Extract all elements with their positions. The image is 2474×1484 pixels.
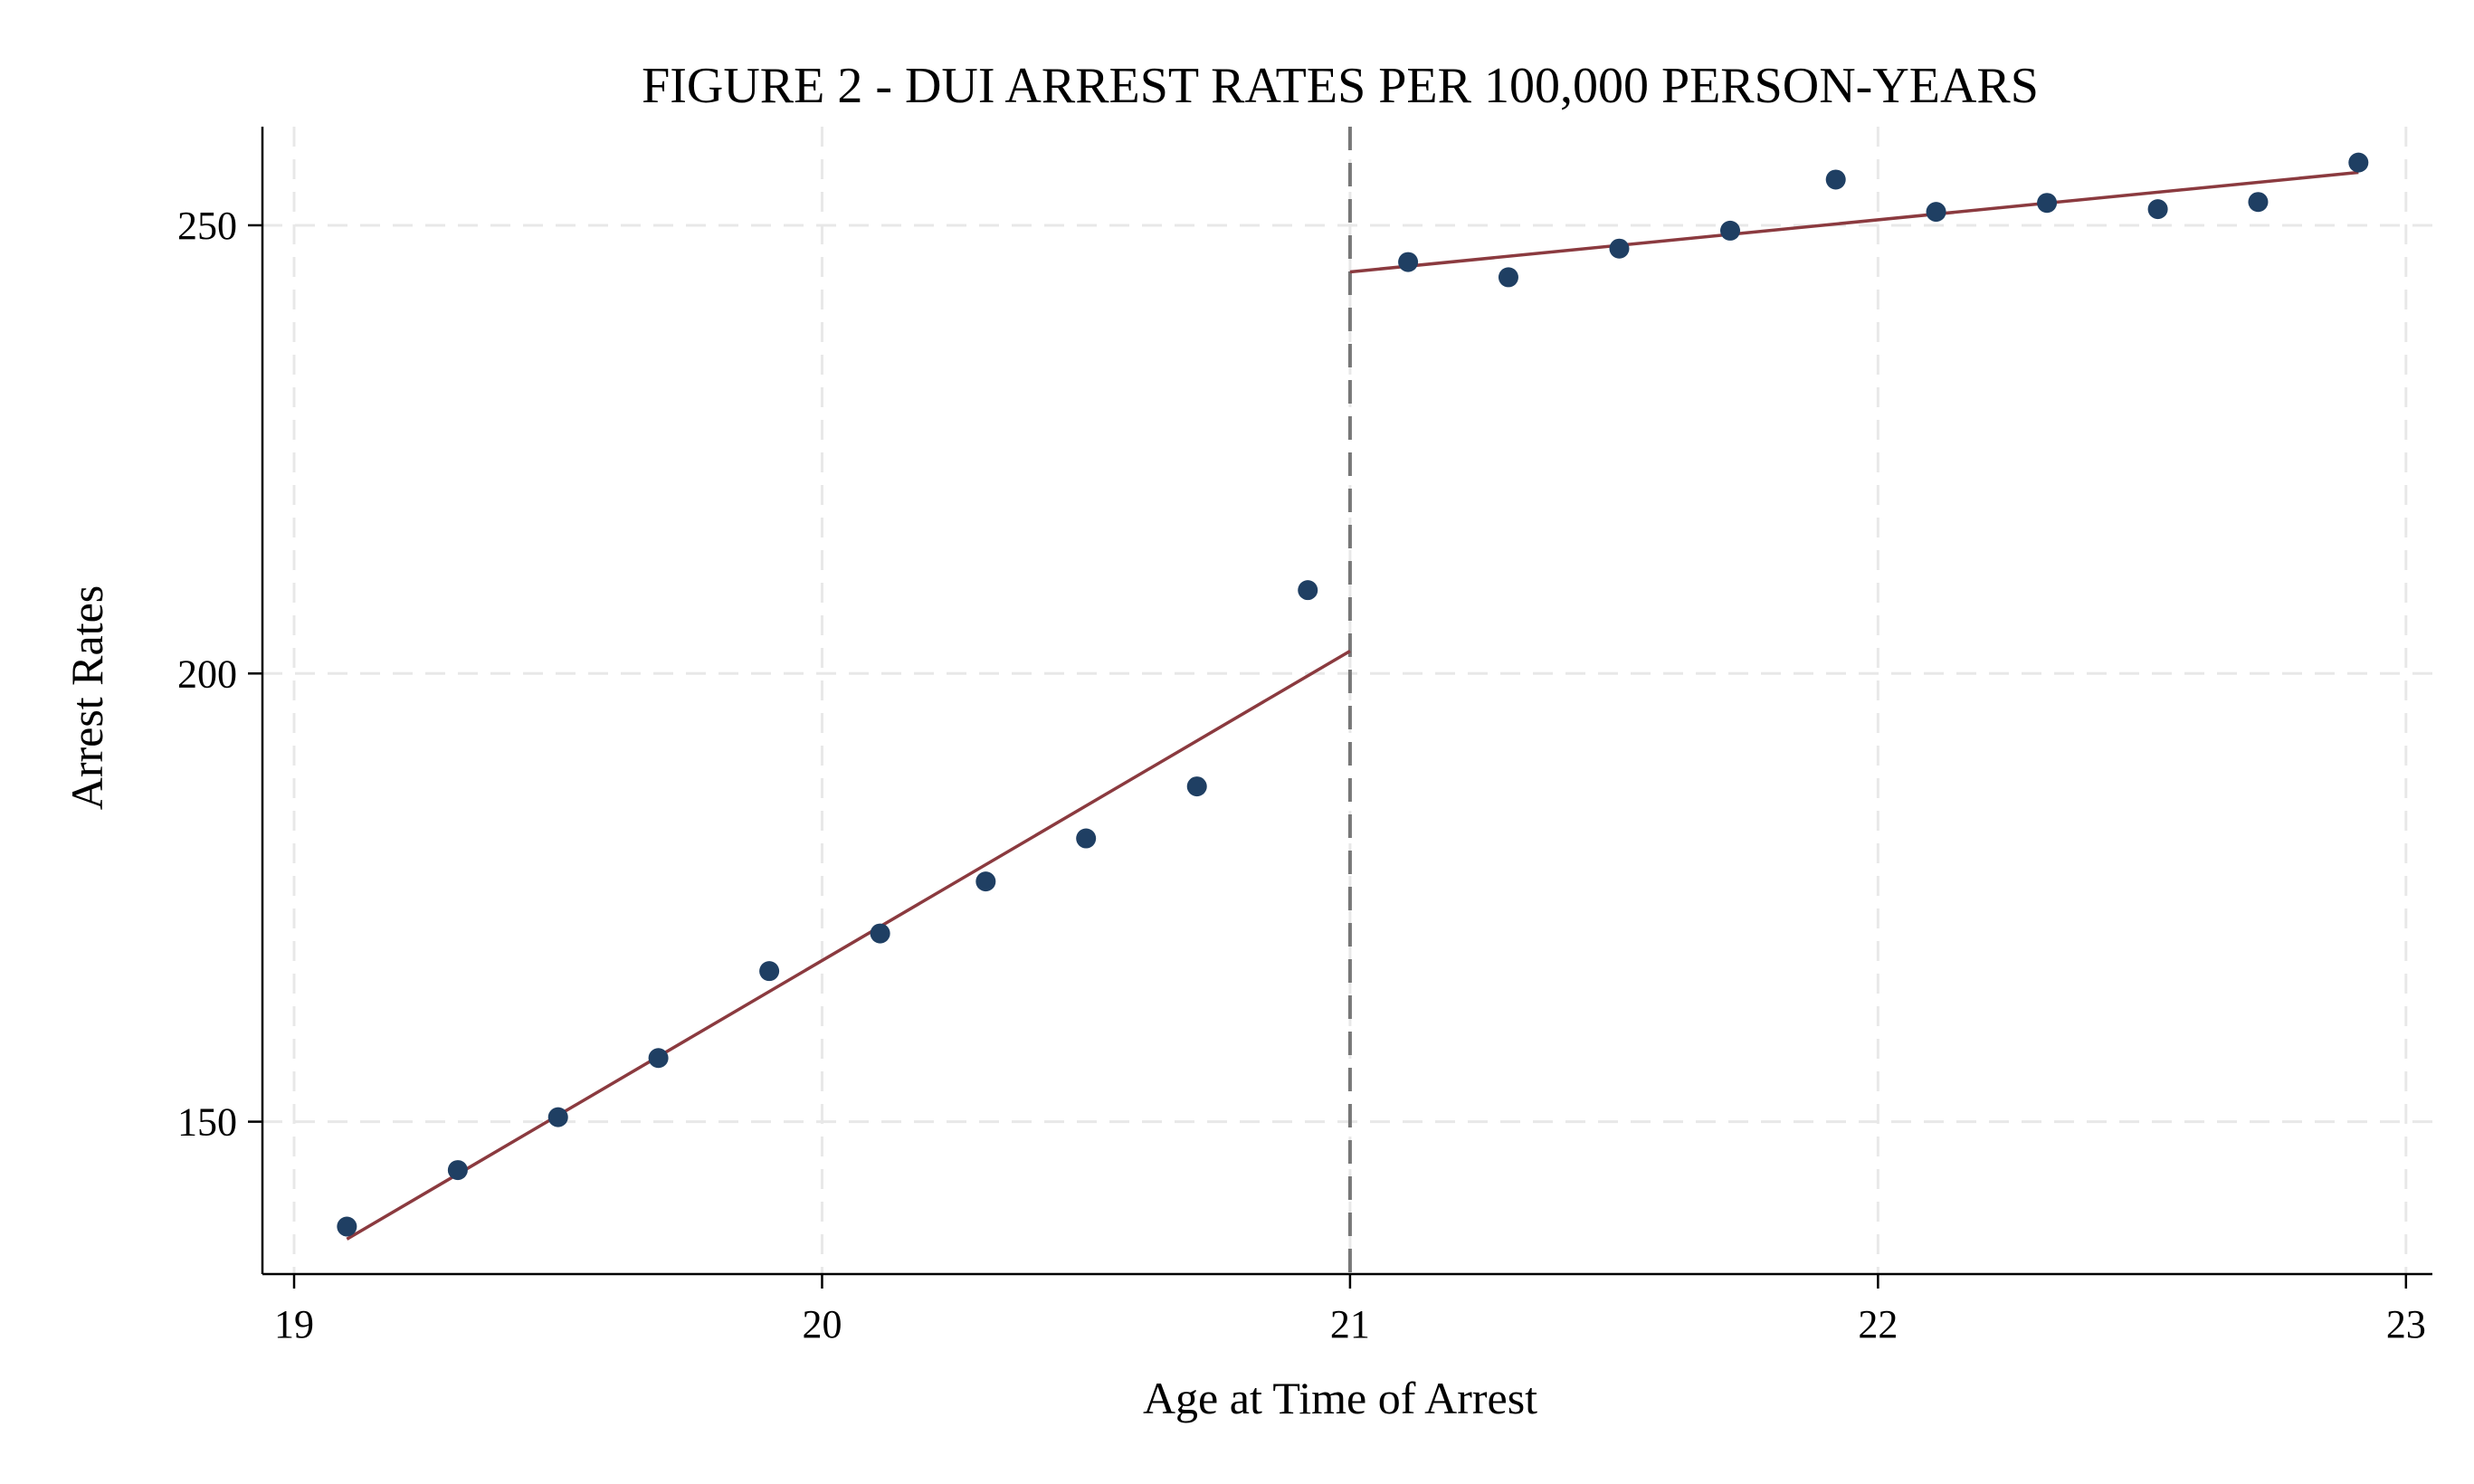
y-tick-label: 200 (177, 652, 237, 696)
data-point (1398, 252, 1419, 272)
data-point (1825, 169, 1846, 190)
data-point (648, 1048, 669, 1069)
data-point (1498, 267, 1518, 288)
data-point (1186, 776, 1207, 797)
x-axis-title: Age at Time of Arrest (1143, 1373, 1537, 1423)
x-tick-label: 23 (2386, 1302, 2426, 1346)
fit-line (346, 650, 1351, 1241)
data-point (447, 1160, 468, 1181)
data-point (1076, 828, 1097, 849)
x-tick-label: 22 (1858, 1302, 1898, 1346)
x-tick-label: 20 (802, 1302, 842, 1346)
x-tick-label: 21 (1330, 1302, 1370, 1346)
data-point (2037, 193, 2058, 214)
fit-lines (346, 170, 2359, 1241)
data-point (2147, 199, 2168, 220)
x-tick-label: 19 (274, 1302, 314, 1346)
data-point (2248, 192, 2269, 213)
data-point (1609, 238, 1630, 259)
grid-lines (262, 127, 2432, 1274)
data-point (759, 961, 780, 982)
fit-line (1349, 170, 2359, 274)
data-point (1298, 580, 1318, 601)
data-point (1720, 220, 1741, 241)
data-points (337, 152, 2369, 1237)
y-tick-label: 150 (177, 1100, 237, 1145)
data-point (337, 1216, 357, 1237)
data-point (547, 1107, 568, 1127)
y-tick-label: 250 (177, 204, 237, 248)
y-axis-title: Arrest Rates (62, 585, 112, 811)
data-point (870, 923, 890, 944)
chart-title: FIGURE 2 - DUI ARREST RATES PER 100,000 … (642, 58, 2039, 114)
data-point (1926, 202, 1946, 223)
data-point (975, 871, 996, 892)
axes: 19 20 21 22 23 150 200 250 (177, 127, 2432, 1346)
data-point (2348, 152, 2369, 173)
